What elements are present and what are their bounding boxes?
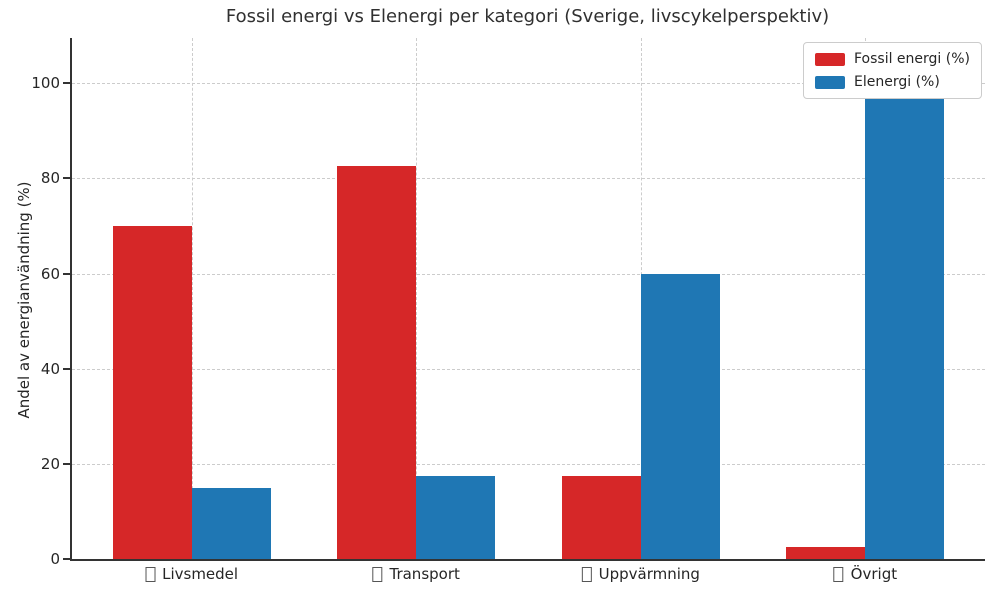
bar-elenergi-uppv-rmning (641, 274, 720, 559)
missing-emoji-glyph (581, 566, 592, 582)
y-tick-mark (63, 177, 70, 180)
x-tick-label-vrigt: Övrigt (833, 565, 898, 583)
y-tick-mark (63, 558, 70, 560)
y-tick-mark (63, 367, 70, 370)
bar-elenergi-transport (416, 476, 495, 559)
vertical-gridline (416, 38, 418, 559)
legend-swatch-fossil-energi (815, 52, 845, 66)
plot-area: Fossil energi (%) Elenergi (%) (70, 38, 985, 561)
missing-emoji-glyph (833, 566, 844, 582)
x-tick-label-transport: Transport (372, 565, 460, 583)
legend: Fossil energi (%) Elenergi (%) (803, 42, 982, 99)
x-tick-text: Livsmedel (162, 565, 239, 583)
legend-label: Elenergi (%) (854, 74, 940, 90)
x-tick-text: Transport (389, 565, 460, 583)
bar-fossil-energi-uppv-rmning (562, 476, 641, 559)
missing-emoji-glyph (372, 566, 383, 582)
bar-elenergi-vrigt (865, 95, 944, 559)
x-tick-text: Övrigt (850, 565, 898, 583)
vertical-gridline (191, 38, 193, 559)
horizontal-gridline (72, 83, 985, 85)
x-tick-text: Uppvärmning (598, 565, 700, 583)
y-tick-label: 60 (40, 264, 60, 283)
y-tick-mark (63, 82, 70, 85)
y-tick-label: 40 (40, 359, 60, 378)
y-tick-label: 100 (31, 74, 60, 93)
horizontal-gridline (72, 178, 985, 180)
y-tick-mark (63, 272, 70, 275)
missing-emoji-glyph (145, 566, 156, 582)
horizontal-gridline (72, 368, 985, 370)
y-tick-mark (63, 462, 70, 465)
chart-title: Fossil energi vs Elenergi per kategori (… (225, 6, 830, 27)
horizontal-gridline (72, 273, 985, 275)
legend-label: Fossil energi (%) (854, 51, 970, 67)
bar-fossil-energi-livsmedel (113, 226, 192, 559)
bar-elenergi-livsmedel (192, 488, 271, 559)
horizontal-gridline (72, 463, 985, 465)
legend-item-elenergi: Elenergi (%) (815, 74, 970, 90)
bar-fossil-energi-vrigt (786, 547, 865, 559)
y-tick-label: 80 (40, 169, 60, 188)
legend-item-fossil-energi: Fossil energi (%) (815, 51, 970, 67)
x-tick-label-uppv-rmning: Uppvärmning (581, 565, 700, 583)
x-tick-label-livsmedel: Livsmedel (145, 565, 238, 583)
legend-swatch-elenergi (815, 75, 845, 89)
y-axis-label: Andel av energianvändning (%) (15, 181, 33, 419)
y-tick-label: 0 (50, 550, 60, 568)
bar-fossil-energi-transport (337, 166, 416, 559)
y-tick-label: 20 (40, 454, 60, 473)
